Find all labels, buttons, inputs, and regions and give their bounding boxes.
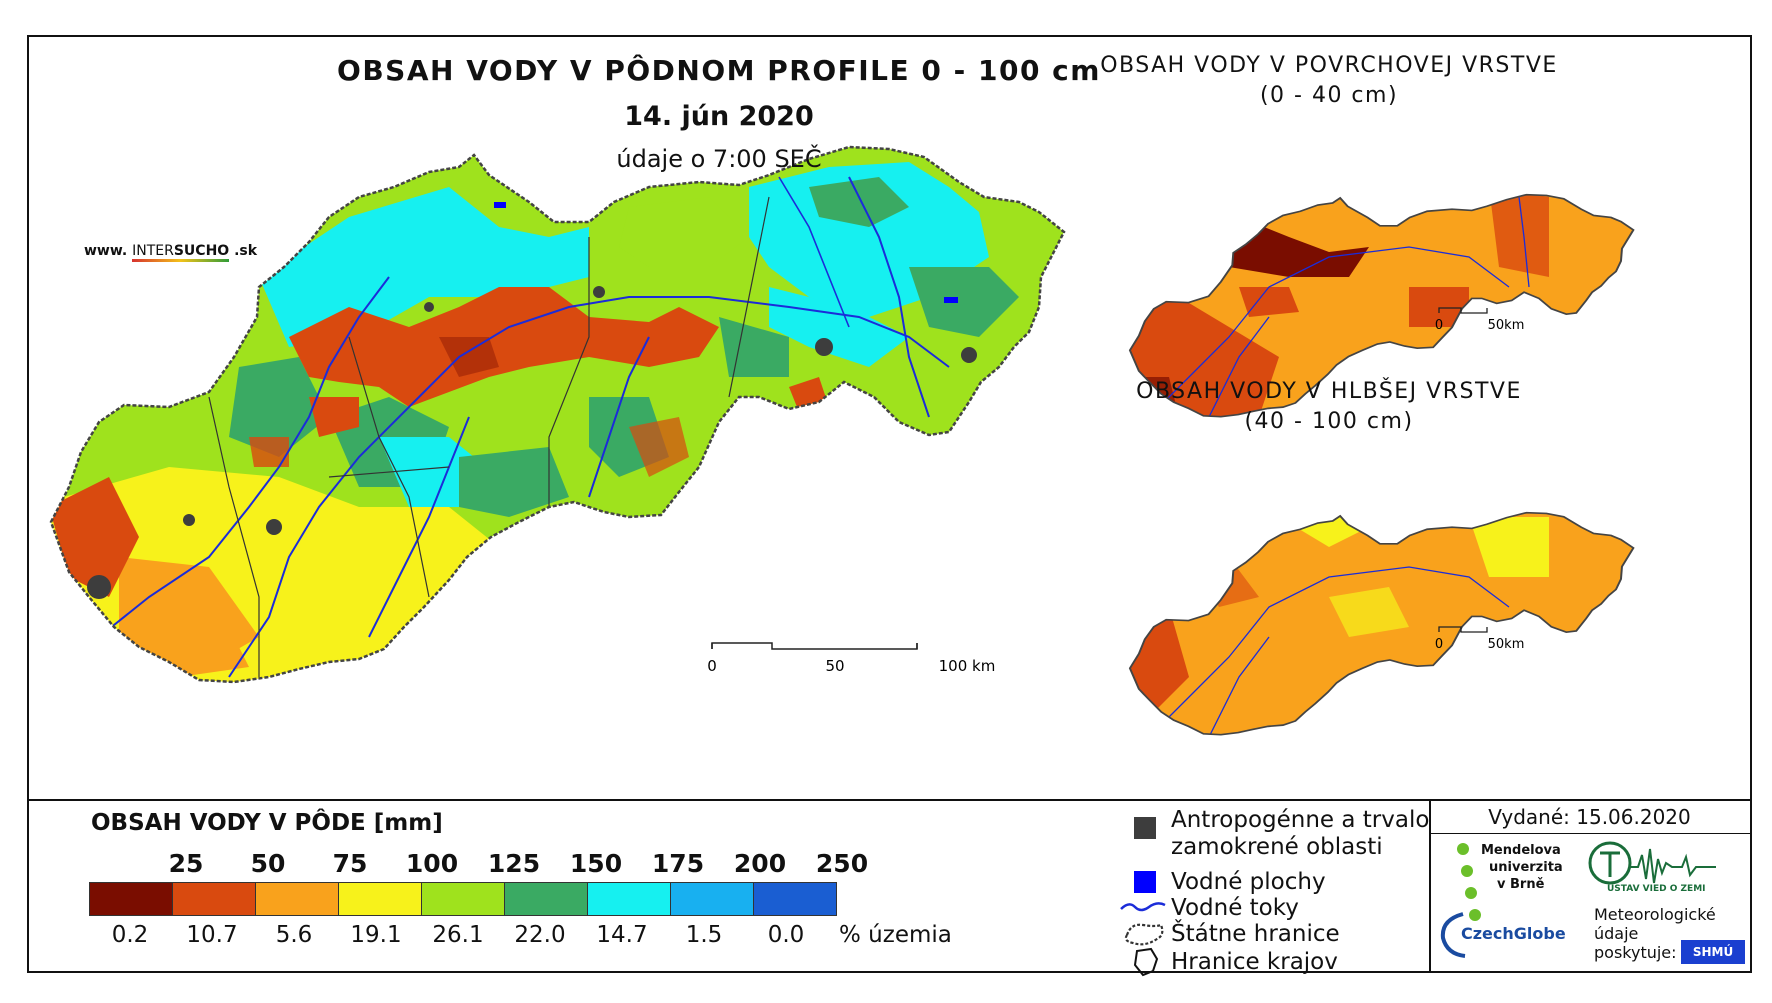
issued-date: Vydané: 15.06.2020 [1488, 805, 1691, 829]
mendel-logo-text: Mendelova univerzita v Brně [1481, 843, 1563, 892]
stream-line-icon [1120, 902, 1166, 912]
shmu-logo: SHMÚ [1681, 940, 1745, 964]
threshold-label: 100 [405, 849, 459, 878]
main-scale-50: 50 [825, 657, 844, 675]
pct-value: 22.0 [514, 922, 566, 948]
threshold-label: 125 [487, 849, 541, 878]
threshold-label: 250 [815, 849, 869, 878]
deep-scale-0: 0 [1435, 637, 1443, 652]
legend-swatch [588, 883, 671, 915]
threshold-label: 175 [651, 849, 705, 878]
threshold-label: 75 [332, 849, 368, 878]
legend-swatch [339, 883, 422, 915]
legend-swatch [505, 883, 588, 915]
ustav-vied-o-zemi-logo-icon [1588, 841, 1716, 885]
main-scale-0: 0 [707, 657, 717, 675]
main-soil-moisture-map [49, 145, 1066, 684]
legend-title: OBSAH VODY V PÔDE [mm] [91, 810, 443, 836]
deep-map-title: OBSAH VODY V HLBŠEJ VRSTVE (40 - 100 cm) [1136, 379, 1522, 434]
pct-value: 0.0 [767, 922, 805, 948]
surface-map-title: OBSAH VODY V POVRCHOVEJ VRSTVE (0 - 40 c… [1100, 53, 1558, 108]
ustav-logo-text: ÚSTAV VIED O ZEMI [1607, 884, 1706, 894]
site-suffix: .sk [234, 243, 258, 259]
surface-scale-0: 0 [1435, 318, 1443, 333]
deep-layer-map [1128, 511, 1635, 736]
water-areas-label: Vodné plochy [1171, 869, 1326, 895]
water-area-swatch [1134, 871, 1156, 893]
legend-swatch [754, 883, 836, 915]
pct-value: 10.7 [186, 922, 238, 948]
pct-unit-label: % územia [839, 922, 952, 948]
threshold-label: 50 [250, 849, 286, 878]
legend-divider [29, 799, 1750, 801]
threshold-label: 150 [569, 849, 623, 878]
pct-value: 1.5 [685, 922, 723, 948]
maps-canvas: 0 50 100 km 0 50km 0 50km [49, 145, 1635, 736]
pct-value: 14.7 [596, 922, 648, 948]
legend-swatch [256, 883, 339, 915]
state-border-icon [1124, 923, 1164, 946]
credits-divider [1429, 799, 1431, 971]
deep-scale-bar: 0 50km [1435, 626, 1525, 652]
map-area: 0 50 100 km 0 50km 0 50km OBSAH VODY V P… [29, 37, 1750, 799]
legend-swatch [173, 883, 256, 915]
region-border-label: Hranice krajov [1171, 949, 1338, 975]
main-map-date: 14. jún 2020 [624, 101, 814, 132]
state-border-label: Štátne hranice [1171, 921, 1340, 947]
anthropogenic-label: Antropogénne a trvalo zamokrené oblasti [1171, 807, 1430, 860]
surface-scale-50: 50km [1488, 318, 1525, 333]
legend-swatch [671, 883, 754, 915]
anthropogenic-swatch [1134, 817, 1156, 839]
czechglobe-logo-icon [1440, 912, 1466, 958]
site-prefix: www. [84, 243, 128, 259]
main-map-time: údaje o 7:00 SEČ [616, 145, 822, 173]
mendel-logo-icon [1457, 843, 1481, 921]
pct-value: 26.1 [432, 922, 484, 948]
main-map-title: OBSAH VODY V PÔDNOM PROFILE 0 - 100 cm [337, 54, 1101, 87]
map-frame: 0 50 100 km 0 50km 0 50km OBSAH VODY V P… [27, 35, 1752, 977]
surface-scale-bar: 0 50km [1435, 307, 1525, 333]
streams-label: Vodné toky [1171, 895, 1299, 921]
site-brand: INTERSUCHO [132, 243, 230, 262]
pct-value: 5.6 [275, 922, 313, 948]
pct-value: 19.1 [350, 922, 402, 948]
threshold-label: 25 [168, 849, 204, 878]
czechglobe-logo-text: CzechGlobe [1461, 924, 1566, 943]
issued-divider [1429, 833, 1750, 834]
legend-color-bar [89, 882, 837, 916]
region-border-icon [1133, 947, 1159, 977]
legend-swatch [422, 883, 505, 915]
intersucho-link[interactable]: www. INTERSUCHO .sk [84, 243, 258, 262]
deep-scale-50: 50km [1488, 637, 1525, 652]
legend-swatch [90, 883, 173, 915]
met-data-provider-label: Meteorologické údaje poskytuje: [1594, 905, 1716, 962]
main-scale-100: 100 km [939, 657, 996, 675]
threshold-label: 200 [733, 849, 787, 878]
pct-value: 0.2 [111, 922, 149, 948]
main-scale-bar: 0 50 100 km [707, 642, 996, 675]
